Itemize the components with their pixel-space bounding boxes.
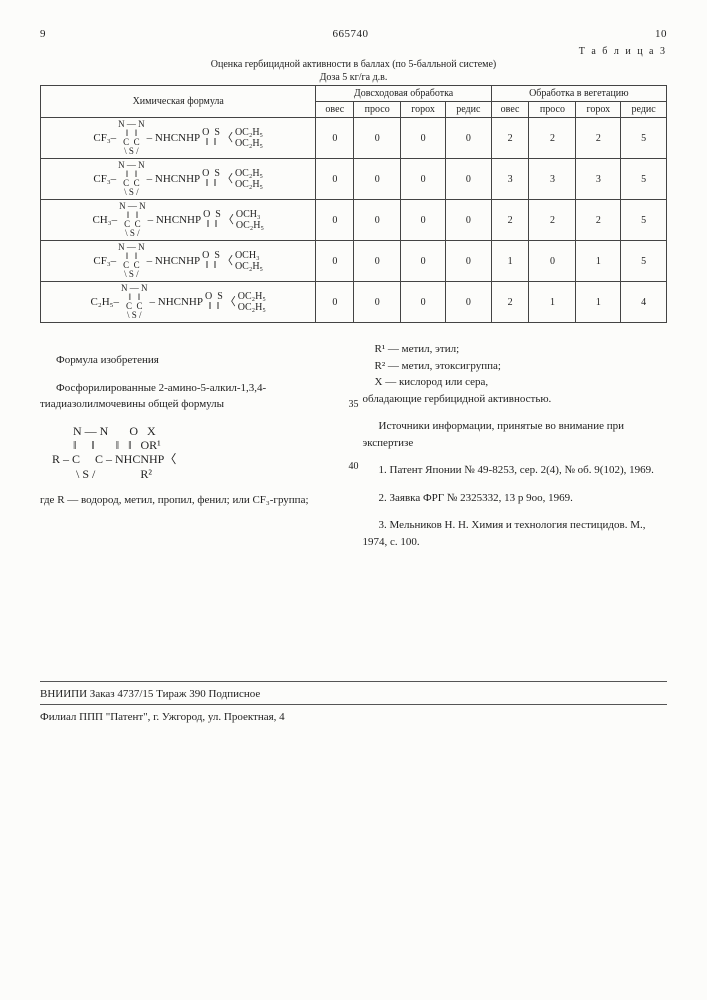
subcol: редис [446,102,492,118]
claims-right: 35 40 R¹ — метил, этил; R² — метил, эток… [363,341,668,561]
value-cell: 1 [529,282,576,323]
value-cell: 2 [529,200,576,241]
value-cell: 0 [401,282,446,323]
col-group-1: Довсходовая обработка [316,86,491,102]
footer-divider [40,681,667,682]
value-cell: 5 [621,200,667,241]
value-cell: 2 [491,282,529,323]
herbicide-table: Химическая формула Довсходовая обработка… [40,85,667,323]
sources-title: Источники информации, принятые во вниман… [363,418,668,451]
source-1: 1. Патент Японии № 49-8253, сер. 2(4), №… [363,462,668,479]
value-cell: 0 [354,282,401,323]
value-cell: 1 [491,241,529,282]
value-cell: 5 [621,118,667,159]
claims-p2: где R — водород, метил, пропил, фенил; и… [40,492,345,509]
value-cell: 0 [354,118,401,159]
margin-40: 40 [349,459,359,474]
value-cell: 0 [316,118,354,159]
subcol: просо [529,102,576,118]
table-row: CF₃–N — N‖ ‖C C\ S /– NHCNHPO S‖ ‖〈OC₂H₅… [41,159,667,200]
source-2: 2. Заявка ФРГ № 2325332, 13 p 9оо, 1969. [363,490,668,507]
general-formula: N — N O X ‖ ‖ ‖ ‖ OR¹ R – C C – NHCNHP〈 … [52,424,345,482]
value-cell: 2 [491,200,529,241]
subcol: овес [491,102,529,118]
claims-title: Формула изобретения [40,352,345,369]
value-cell: 1 [576,282,621,323]
value-cell: 0 [401,241,446,282]
page-header: 9 665740 10 [40,28,667,40]
activity: обладающие гербицидной активностью. [363,391,668,408]
table-caption-1: Оценка гербицидной активности в баллах (… [40,59,667,70]
value-cell: 2 [576,118,621,159]
value-cell: 0 [354,159,401,200]
value-cell: 0 [354,241,401,282]
value-cell: 0 [446,241,492,282]
table-caption-2: Доза 5 кг/га д.в. [40,72,667,83]
value-cell: 0 [316,241,354,282]
table-row: CF₃–N — N‖ ‖C C\ S /– NHCNHPO S‖ ‖〈OC₂H₅… [41,118,667,159]
formula-cell: CF₃–N — N‖ ‖C C\ S /– NHCNHPO S‖ ‖〈OC₂H₅… [41,118,316,159]
claims-block: Формула изобретения Фосфорилированные 2-… [40,341,667,561]
table-label: Т а б л и ц а 3 [40,46,667,57]
page-left-no: 9 [40,28,46,40]
r1-def: R¹ — метил, этил; [375,341,668,358]
value-cell: 1 [576,241,621,282]
formula-cell: CF₃–N — N‖ ‖C C\ S /– NHCNHPO S‖ ‖〈OCH₃O… [41,241,316,282]
value-cell: 0 [401,159,446,200]
footer-line-1: ВНИИПИ Заказ 4737/15 Тираж 390 Подписное [40,688,667,700]
value-cell: 2 [529,118,576,159]
value-cell: 0 [316,200,354,241]
value-cell: 3 [529,159,576,200]
table-row: C₂H₅–N — N‖ ‖C C\ S /– NHCNHPO S‖ ‖〈OC₂H… [41,282,667,323]
source-3: 3. Мельников Н. Н. Химия и технология пе… [363,517,668,550]
value-cell: 0 [446,282,492,323]
value-cell: 5 [621,159,667,200]
col-group-2: Обработка в вегетацию [491,86,666,102]
value-cell: 0 [529,241,576,282]
formula-cell: C₂H₅–N — N‖ ‖C C\ S /– NHCNHPO S‖ ‖〈OC₂H… [41,282,316,323]
col-formula: Химическая формула [41,86,316,118]
margin-35: 35 [349,397,359,412]
subcol: горох [576,102,621,118]
value-cell: 5 [621,241,667,282]
value-cell: 0 [354,200,401,241]
page-right-no: 10 [655,28,667,40]
patent-number: 665740 [333,28,369,40]
footer-line-2: Филиал ППП "Патент", г. Ужгород, ул. Про… [40,711,667,723]
value-cell: 0 [446,159,492,200]
formula-cell: CF₃–N — N‖ ‖C C\ S /– NHCNHPO S‖ ‖〈OC₂H₅… [41,159,316,200]
value-cell: 2 [576,200,621,241]
table-body: CF₃–N — N‖ ‖C C\ S /– NHCNHPO S‖ ‖〈OC₂H₅… [41,118,667,323]
value-cell: 2 [491,118,529,159]
value-cell: 0 [316,282,354,323]
formula-cell: CH₃–N — N‖ ‖C C\ S /– NHCNHPO S‖ ‖〈OCH₃O… [41,200,316,241]
value-cell: 4 [621,282,667,323]
r2-def: R² — метил, этоксигруппа; [375,358,668,375]
value-cell: 3 [491,159,529,200]
claims-p1: Фосфорилированные 2-амино-5-алкил-1,3,4-… [40,380,345,413]
value-cell: 3 [576,159,621,200]
footer-divider-2 [40,704,667,705]
value-cell: 0 [446,200,492,241]
subcol: овес [316,102,354,118]
table-row: CF₃–N — N‖ ‖C C\ S /– NHCNHPO S‖ ‖〈OCH₃O… [41,241,667,282]
subcol: горох [401,102,446,118]
x-def: X — кислород или сера, [375,374,668,391]
claims-left: Формула изобретения Фосфорилированные 2-… [40,341,345,561]
subcol: просо [354,102,401,118]
subcol: редис [621,102,667,118]
value-cell: 0 [401,118,446,159]
table-row: CH₃–N — N‖ ‖C C\ S /– NHCNHPO S‖ ‖〈OCH₃O… [41,200,667,241]
value-cell: 0 [446,118,492,159]
value-cell: 0 [316,159,354,200]
value-cell: 0 [401,200,446,241]
